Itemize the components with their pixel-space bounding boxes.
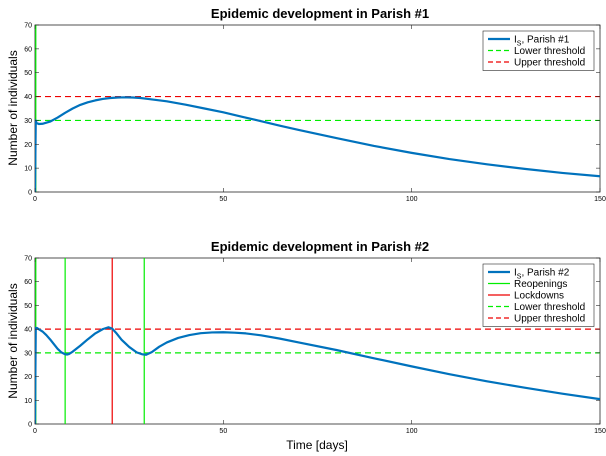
x-tick-label: 150 — [594, 196, 606, 203]
y-axis-label: Number of individuals — [6, 283, 20, 398]
series-line-is — [35, 326, 600, 424]
y-tick-label: 60 — [24, 279, 32, 286]
y-tick-label: 50 — [24, 70, 32, 77]
y-tick-label: 30 — [24, 118, 32, 125]
y-tick-label: 0 — [28, 422, 32, 429]
x-axis-label: Time [days] — [286, 438, 348, 452]
x-tick-label: 100 — [406, 428, 418, 435]
legend-label: IS, Parish #1 — [514, 35, 570, 48]
y-axis-label: Number of individuals — [6, 50, 20, 165]
y-tick-label: 20 — [24, 374, 32, 381]
legend-label: Lockdowns — [514, 291, 564, 302]
y-tick-label: 40 — [24, 327, 32, 334]
y-tick-label: 20 — [24, 142, 32, 149]
x-tick-label: 150 — [594, 428, 606, 435]
x-tick-label: 100 — [406, 196, 418, 203]
y-tick-label: 10 — [24, 166, 32, 173]
chart-parish-1: Epidemic development in Parish #1 Number… — [6, 6, 606, 203]
legend-label: IS, Parish #2 — [514, 268, 570, 281]
series-line-is — [35, 96, 600, 192]
y-tick-label: 60 — [24, 46, 32, 53]
chart-title: Epidemic development in Parish #1 — [211, 6, 429, 21]
legend-label: Upper threshold — [514, 314, 585, 325]
y-tick-label: 30 — [24, 350, 32, 357]
x-tick-label: 0 — [33, 428, 37, 435]
y-tick-label: 10 — [24, 398, 32, 405]
x-tick-label: 0 — [33, 196, 37, 203]
y-tick-label: 70 — [24, 256, 32, 263]
y-tick-label: 70 — [24, 23, 32, 30]
y-tick-label: 40 — [24, 94, 32, 101]
chart-title: Epidemic development in Parish #2 — [211, 239, 429, 254]
y-tick-label: 50 — [24, 303, 32, 310]
x-tick-label: 50 — [219, 428, 227, 435]
legend-label: Reopenings — [514, 279, 567, 290]
legend-box — [482, 30, 595, 71]
legend-label: Lower threshold — [514, 302, 585, 313]
legend-label: Upper threshold — [514, 58, 585, 69]
chart-parish-2: Epidemic development in Parish #2 Number… — [6, 239, 606, 452]
y-tick-label: 0 — [28, 190, 32, 197]
x-tick-label: 50 — [219, 196, 227, 203]
legend-label: Lower threshold — [514, 46, 585, 57]
